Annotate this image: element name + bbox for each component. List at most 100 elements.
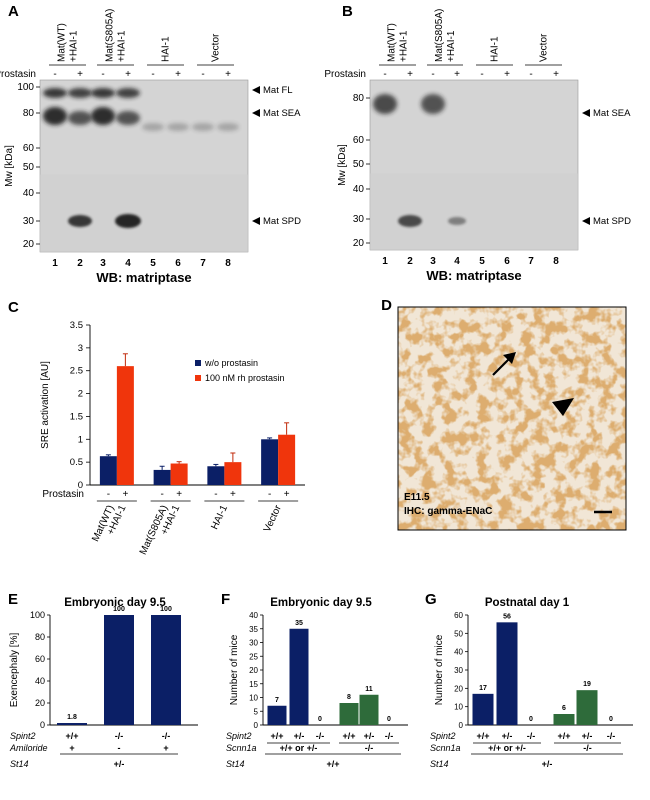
panel-e-y-tick-label: 80 [35,632,45,642]
panel-g-bar [553,714,575,725]
panel-e-row-value: - [118,743,121,753]
panel-a-band [116,88,140,98]
panel-a-y-tick-label: 80 [23,108,35,119]
panel-b-band-arrow [582,217,590,225]
panel-b-group-label: HAI-1 [490,36,501,62]
panel-g-row-value: +/+ [557,731,570,741]
panel-e-y-tick-label: 60 [35,654,45,664]
panel-a-sign: - [53,69,56,80]
panel-f-bar [339,703,359,725]
panel-d-arrow-head [503,352,516,364]
panel-a-lane-number: 6 [175,258,181,269]
panel-b-band-arrow [582,109,590,117]
panel-e-row-label: Spint2 [10,731,36,741]
panel-c-y-tick-label: 0 [78,480,83,491]
panel-g-letter: G [425,591,437,608]
panel-a-band [217,123,239,131]
panel-f-letter: F [221,591,230,608]
panel-c-legend-label: w/o prostasin [204,358,258,368]
panel-c-treatment-label: Prostasin [42,489,84,500]
panel-a-band [142,123,164,131]
panel-g-y-tick-label: 10 [454,703,463,712]
panel-b-band-label: Mat SPD [593,216,631,227]
panel-a-lane-number: 2 [77,258,83,269]
panel-a-lane-number: 3 [100,258,106,269]
panel-a-sign: - [151,69,154,80]
panel-g-y-tick-label: 0 [459,721,464,730]
panel-e-letter: E [8,591,18,608]
panel-g-value-label: 19 [583,681,591,688]
panel-f-bar [267,705,287,725]
panel-g-group-value: +/- [542,759,553,769]
panel-a-band [192,123,214,131]
panel-a-y-tick-label: 50 [23,162,35,173]
panel-e-y-tick-label: 0 [40,720,45,730]
panel-c-bar-with-prostasin [278,434,296,485]
panel-f-y-tick-label: 20 [249,666,258,675]
panel-a-band [115,214,141,228]
panel-c-y-tick-label: 0.5 [70,457,83,468]
panel-e-row-value: + [163,743,168,753]
panel-c-sign: + [176,489,182,500]
panel-g-value-label: 0 [529,716,533,723]
panel-a-lane-number: 1 [52,258,58,269]
panel-e-group-label: St14 [10,759,29,769]
panel-a-y-tick-label: 60 [23,143,35,154]
panel-b-lane-number: 8 [553,256,559,267]
panel-a-band [91,88,115,98]
panel-c-y-tick-label: 3 [78,343,83,354]
panel-c-bar-with-prostasin [116,366,134,485]
panel-a-band-arrow [252,109,260,117]
panel-b-treatment-label: Prostasin [324,69,366,80]
panel-b-lane-number: 3 [430,256,436,267]
panel-b-group-label: +HAI-1 [446,30,457,62]
panel-c-sign: - [214,489,217,500]
panel-f-value-label: 8 [347,694,351,701]
panel-e-y-tick-label: 100 [30,610,45,620]
panel-c-y-title: SRE activation [AU] [40,361,51,449]
panel-g-row-value: -/- [527,731,536,741]
panel-a-band [68,111,92,125]
panel-d-frame [397,306,627,531]
panel-g-row-value: +/- [582,731,593,741]
panel-f-y-tick-label: 0 [254,721,259,730]
panel-b-y-tick-label: 50 [353,159,365,170]
panel-c-bar-without-prostasin [153,469,171,485]
panel-f-y-tick-label: 15 [249,680,258,689]
panel-b-caption: WB: matriptase [426,268,521,283]
panel-c-category-label: HAI-1 [209,503,230,531]
panel-a-letter: A [8,3,19,20]
panel-a-sign: + [225,69,231,80]
panel-g-value-label: 56 [503,613,511,620]
panel-a-lane-number: 4 [125,258,131,269]
panel-a-y-tick-label: 30 [23,216,35,227]
panel-g-value-label: 6 [562,705,566,712]
panel-b-lane-number: 2 [407,256,413,267]
panel-a-lane-number: 7 [200,258,206,269]
panel-b-group-label: Vector [539,33,550,62]
panel-a-band-label: Mat FL [263,85,293,96]
panel-g-y-title: Number of mice [434,634,445,705]
panel-c-y-tick-label: 3.5 [70,320,83,331]
panel-a-treatment-label: Prostasin [0,69,36,80]
panel-b-lane-number: 6 [504,256,510,267]
panel-f-value-label: 7 [275,697,279,704]
panel-d-stage: E11.5 [404,492,430,503]
panel-g-scnn-value: -/- [583,743,592,753]
panel-g-row-value: +/+ [476,731,489,741]
panel-g-row-label: Spint2 [430,731,456,741]
panel-b-sign: + [407,69,413,80]
panel-a-band-label: Mat SEA [263,108,301,119]
panel-g-scnn-value: +/+ or +/- [488,743,526,753]
panel-c-legend-swatch [195,360,201,366]
panel-c-sign: + [230,489,236,500]
panel-b-lane-number: 4 [454,256,460,267]
panel-f-row-value: +/+ [342,731,355,741]
panel-b-band [398,215,422,227]
panel-f-y-tick-label: 25 [249,652,258,661]
panel-e-value-label: 100 [160,606,172,613]
panel-b-lane-number: 1 [382,256,388,267]
panel-c-bar-with-prostasin [224,462,242,485]
panel-b-band [448,217,466,225]
panel-b-band [421,94,445,114]
